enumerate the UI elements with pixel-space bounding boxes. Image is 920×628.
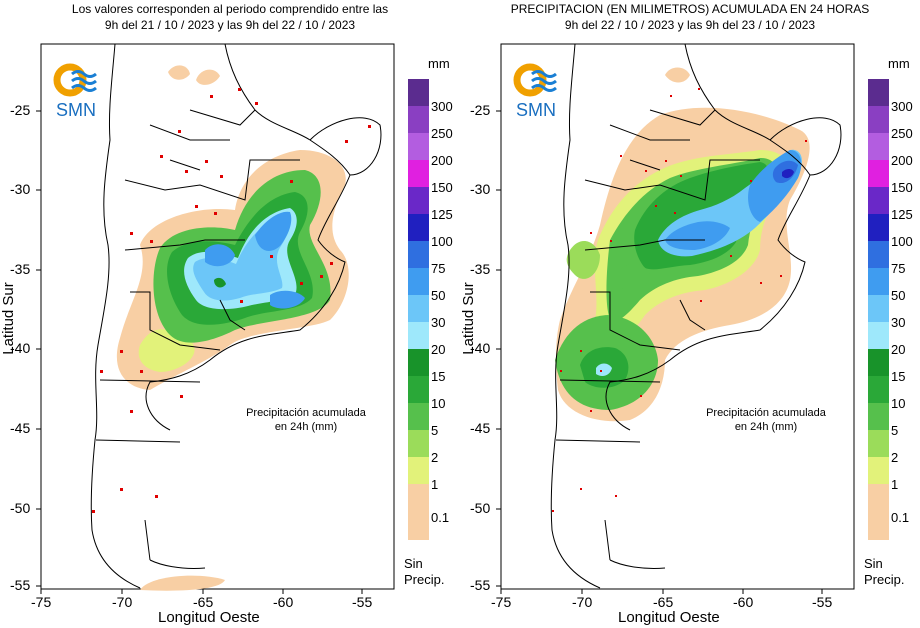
right-title-line1: PRECIPITACION (EN MILIMETROS) ACUMULADA … bbox=[510, 2, 870, 16]
left-colorbar-label: 2 bbox=[431, 450, 439, 465]
left-stations bbox=[92, 88, 371, 513]
right-axis-ticks bbox=[496, 110, 823, 594]
right-colorbar-label: 1 bbox=[891, 477, 899, 492]
right-x-axis-label: Longitud Oeste bbox=[618, 609, 720, 626]
right-colorbar-label: 15 bbox=[891, 369, 906, 384]
right-colorbar-label: 150 bbox=[891, 180, 913, 195]
left-ytick: -40 bbox=[10, 340, 31, 356]
left-colorbar-label: 50 bbox=[431, 288, 446, 303]
left-smn-logo bbox=[53, 63, 97, 97]
left-colorbar-label: 300 bbox=[431, 99, 453, 114]
right-ytick: -35 bbox=[470, 261, 491, 277]
left-colorbar-label: 15 bbox=[431, 369, 446, 384]
left-ytick: -35 bbox=[10, 261, 31, 277]
left-map-panel: Los valores corresponden al periodo comp… bbox=[0, 2, 453, 626]
right-annotation-line2: en 24h (mm) bbox=[734, 421, 798, 433]
left-xtick: -60 bbox=[273, 594, 294, 610]
right-xtick: -65 bbox=[653, 594, 674, 610]
right-colorbar-label: 50 bbox=[891, 288, 906, 303]
right-logo-text: SMN bbox=[516, 100, 556, 120]
left-no-precip-line1: Sin bbox=[404, 556, 423, 571]
right-ytick: -40 bbox=[470, 340, 491, 356]
left-ytick: -55 bbox=[10, 577, 31, 593]
left-no-precip-line2: Precip. bbox=[404, 572, 445, 587]
right-ytick: -55 bbox=[470, 577, 491, 593]
left-title-line1: Los valores corresponden al periodo comp… bbox=[71, 2, 389, 16]
right-map-panel: PRECIPITACION (EN MILIMETROS) ACUMULADA … bbox=[460, 0, 920, 628]
left-boundaries bbox=[90, 43, 382, 589]
right-xtick: -60 bbox=[733, 594, 754, 610]
left-colorbar-label: 0.1 bbox=[431, 510, 450, 525]
left-title-line2: 9h del 21 / 10 / 2023 y las 9h del 22 / … bbox=[104, 18, 356, 32]
left-xtick: -65 bbox=[193, 594, 214, 610]
right-colorbar-label: 250 bbox=[891, 126, 913, 141]
right-colorbar-unit: mm bbox=[888, 56, 910, 71]
left-colorbar-label: 200 bbox=[431, 153, 453, 168]
left-colorbar-label: 30 bbox=[431, 315, 446, 330]
right-map-figure bbox=[496, 43, 889, 594]
right-no-precip-line2: Precip. bbox=[864, 572, 905, 587]
right-colorbar-label: 100 bbox=[891, 234, 913, 249]
right-xtick: -55 bbox=[812, 594, 833, 610]
right-xtick: -70 bbox=[572, 594, 593, 610]
right-ytick: -50 bbox=[470, 500, 491, 516]
left-colorbar bbox=[408, 79, 429, 540]
right-colorbar-label: 10 bbox=[891, 396, 906, 411]
right-colorbar-label: 5 bbox=[891, 423, 899, 438]
right-boundaries bbox=[550, 43, 842, 589]
right-colorbar-label: 200 bbox=[891, 153, 913, 168]
right-colorbar-label: 0.1 bbox=[891, 510, 910, 525]
left-colorbar-label: 100 bbox=[431, 234, 453, 249]
left-colorbar-unit: mm bbox=[428, 56, 450, 71]
right-no-precip-line1: Sin bbox=[864, 556, 883, 571]
left-colorbar-label: 150 bbox=[431, 180, 453, 195]
right-annotation-line1: Precipitación acumulada bbox=[706, 407, 826, 419]
right-xtick: -75 bbox=[491, 594, 512, 610]
left-colorbar-label: 75 bbox=[431, 261, 446, 276]
left-colorbar-label: 125 bbox=[431, 207, 453, 222]
left-logo-text: SMN bbox=[56, 100, 96, 120]
left-x-axis-label: Longitud Oeste bbox=[158, 609, 260, 626]
left-ytick: -45 bbox=[10, 420, 31, 436]
left-annotation-line1: Precipitación acumulada bbox=[246, 407, 366, 419]
left-axis-ticks bbox=[36, 110, 363, 594]
left-xtick: -70 bbox=[112, 594, 133, 610]
left-xtick: -75 bbox=[31, 594, 52, 610]
right-colorbar-label: 2 bbox=[891, 450, 899, 465]
left-map-figure bbox=[36, 43, 429, 594]
right-smn-logo bbox=[513, 63, 557, 97]
right-colorbar-label: 20 bbox=[891, 342, 906, 357]
right-colorbar bbox=[868, 79, 889, 540]
left-ytick: -50 bbox=[10, 500, 31, 516]
right-ytick: -30 bbox=[470, 181, 491, 197]
left-colorbar-label: 250 bbox=[431, 126, 453, 141]
left-xtick: -55 bbox=[352, 594, 373, 610]
right-colorbar-label: 300 bbox=[891, 99, 913, 114]
left-colorbar-label: 20 bbox=[431, 342, 446, 357]
right-colorbar-label: 75 bbox=[891, 261, 906, 276]
left-colorbar-label: 1 bbox=[431, 477, 439, 492]
right-stations bbox=[552, 88, 807, 512]
right-ytick: -25 bbox=[470, 102, 491, 118]
right-title-line2: 9h del 22 / 10 / 2023 y las 9h del 23 / … bbox=[564, 18, 816, 32]
left-colorbar-label: 10 bbox=[431, 396, 446, 411]
left-colorbar-label: 5 bbox=[431, 423, 439, 438]
left-annotation-line2: en 24h (mm) bbox=[274, 421, 338, 433]
right-colorbar-label: 30 bbox=[891, 315, 906, 330]
left-ytick: -30 bbox=[10, 181, 31, 197]
left-precip-field bbox=[116, 65, 349, 591]
right-colorbar-label: 125 bbox=[891, 207, 913, 222]
right-ytick: -45 bbox=[470, 420, 491, 436]
left-ytick: -25 bbox=[10, 102, 31, 118]
